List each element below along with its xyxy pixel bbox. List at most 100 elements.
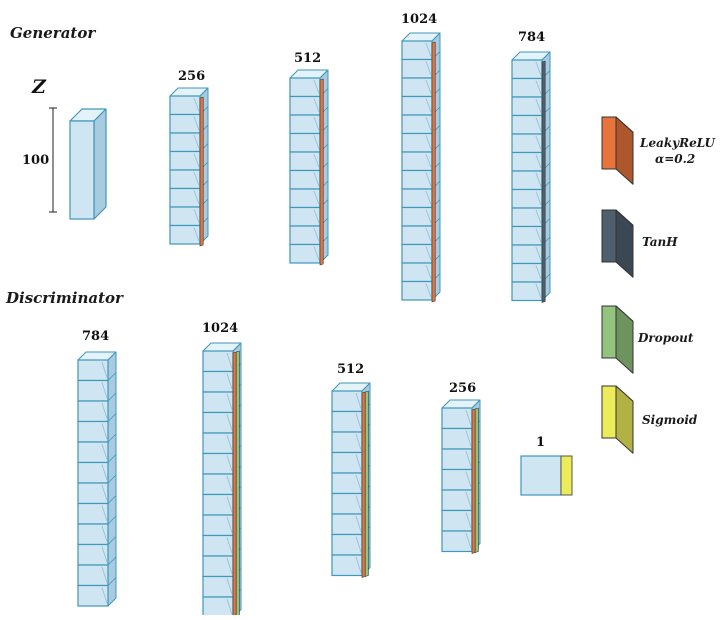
z-symbol: Z — [31, 76, 47, 98]
disc-layer-5-label: 1 — [536, 435, 545, 450]
neuron-cell — [401, 40, 433, 61]
sigmoid-swatch — [601, 385, 634, 454]
neuron-cell — [511, 114, 543, 135]
cell-shade — [465, 512, 472, 529]
input-z-block — [69, 108, 107, 220]
cell-shade — [226, 455, 233, 472]
activation-strip — [364, 390, 369, 577]
neuron-cell — [169, 113, 201, 134]
cell-shade — [425, 283, 432, 298]
neuron-cell — [441, 468, 473, 491]
swatch-side — [615, 305, 634, 374]
cell-shade — [425, 79, 432, 94]
cell-shade — [226, 496, 233, 513]
neuron-cell — [511, 188, 543, 209]
gen-layer-3-stack — [401, 32, 441, 303]
cell-edge — [107, 474, 117, 484]
cell-edge — [361, 382, 371, 392]
neuron-cell — [401, 188, 433, 209]
cell-shade — [535, 191, 542, 206]
cell-shade — [193, 134, 200, 149]
cell-shade — [101, 566, 108, 583]
cell-edge — [431, 32, 441, 42]
neuron-cell — [401, 151, 433, 172]
cell-shade — [226, 434, 233, 451]
neuron-cell — [401, 206, 433, 227]
cell-shade — [313, 209, 320, 224]
gen-layer-1-label: 256 — [178, 69, 205, 84]
neuron-cell — [289, 95, 321, 116]
neuron-cell — [441, 407, 473, 430]
cell-shade — [101, 423, 108, 440]
neuron-cell — [169, 169, 201, 190]
cell-shade — [193, 153, 200, 168]
neuron-cell — [401, 132, 433, 153]
cell-shade — [535, 61, 542, 76]
neuron-cell — [289, 188, 321, 209]
neuron-cell — [202, 555, 234, 578]
neuron-cell — [77, 523, 109, 546]
neuron-cell — [511, 151, 543, 172]
neuron-cell — [202, 432, 234, 455]
swatch-front — [601, 116, 617, 170]
cell-shade — [313, 79, 320, 94]
cell-shade — [226, 516, 233, 533]
neuron-cell — [77, 502, 109, 525]
neuron-cell — [289, 243, 321, 264]
neuron-cell — [289, 151, 321, 172]
cell-shade — [535, 209, 542, 224]
disc-layer-2-label: 1024 — [202, 321, 238, 336]
disc-layer-2-stack — [202, 342, 242, 620]
neuron-cell — [77, 441, 109, 464]
activation-strip — [232, 351, 237, 620]
neuron-cell — [202, 575, 234, 598]
neuron-cell — [401, 58, 433, 79]
disc-layer-1-stack — [77, 351, 117, 607]
cell-shade — [101, 525, 108, 542]
neuron-cell — [169, 224, 201, 245]
cell-shade — [226, 393, 233, 410]
cell-shade — [535, 265, 542, 280]
neuron-cell — [202, 473, 234, 496]
cell-shade — [465, 450, 472, 467]
gen-layer-2-stack — [289, 69, 329, 266]
cell-shade — [535, 283, 542, 298]
cell-shade — [101, 464, 108, 481]
disc-layer-1-label: 784 — [82, 329, 109, 344]
neuron-cell — [401, 262, 433, 283]
neuron-cell — [511, 244, 543, 265]
cell-edge — [107, 515, 117, 525]
cell-shade — [226, 373, 233, 390]
cell-shade — [355, 495, 362, 512]
activation-strip — [199, 96, 204, 247]
cell-shade — [193, 208, 200, 223]
neuron-cell — [202, 493, 234, 516]
cell-edge — [471, 399, 481, 409]
cell-shade — [101, 361, 108, 378]
tanh-swatch — [601, 209, 634, 278]
cell-shade — [425, 42, 432, 57]
cell-edge — [107, 556, 117, 566]
neuron-cell — [289, 114, 321, 135]
cell-shade — [226, 557, 233, 574]
cell-edge — [319, 69, 329, 79]
cell-edge — [107, 577, 117, 586]
cell-edge — [107, 413, 117, 422]
gen-layer-4-label: 784 — [518, 30, 545, 45]
cell-edge — [199, 87, 209, 97]
neuron-cell — [289, 169, 321, 190]
gen-layer-2-label: 512 — [294, 51, 321, 66]
cell-shade — [355, 454, 362, 471]
swatch-front — [601, 305, 617, 359]
cell-shade — [465, 532, 472, 549]
neuron-cell — [401, 114, 433, 135]
neuron-cell — [202, 452, 234, 475]
cell-shade — [101, 587, 108, 604]
neuron-cell — [441, 509, 473, 532]
neuron-cell — [169, 206, 201, 227]
discriminator-title: Discriminator — [5, 289, 124, 307]
neuron-cell — [77, 584, 109, 607]
cell-shade — [535, 246, 542, 261]
neuron-cell — [169, 187, 201, 208]
cell-shade — [313, 98, 320, 113]
